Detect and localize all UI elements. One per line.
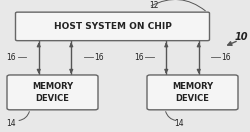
- Text: 16: 16: [94, 53, 104, 62]
- FancyBboxPatch shape: [147, 75, 238, 110]
- Text: 16: 16: [134, 53, 144, 62]
- Text: 14: 14: [174, 119, 184, 128]
- Text: 16: 16: [6, 53, 16, 62]
- Text: MEMORY
DEVICE: MEMORY DEVICE: [172, 82, 213, 103]
- FancyBboxPatch shape: [16, 12, 210, 41]
- Text: MEMORY
DEVICE: MEMORY DEVICE: [32, 82, 73, 103]
- Text: 12: 12: [149, 1, 158, 10]
- Text: 14: 14: [6, 119, 16, 128]
- FancyBboxPatch shape: [7, 75, 98, 110]
- Text: 16: 16: [221, 53, 231, 62]
- Text: 10: 10: [234, 32, 248, 42]
- Text: HOST SYSTEM ON CHIP: HOST SYSTEM ON CHIP: [54, 22, 172, 31]
